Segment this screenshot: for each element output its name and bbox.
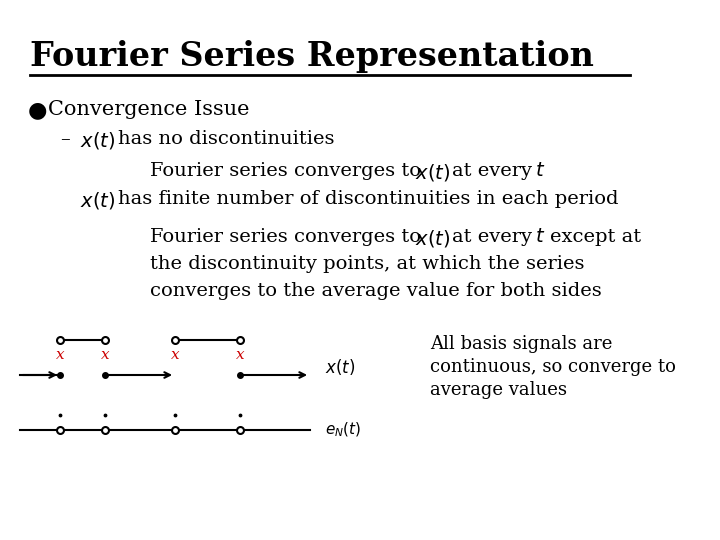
Text: $t$: $t$ <box>535 162 545 180</box>
Text: at every: at every <box>452 162 532 180</box>
Text: x: x <box>101 348 109 362</box>
Text: Fourier series converges to: Fourier series converges to <box>150 162 421 180</box>
Text: –: – <box>60 130 70 148</box>
Text: Convergence Issue: Convergence Issue <box>48 100 250 119</box>
Text: $x(t)$: $x(t)$ <box>325 357 356 377</box>
Text: $x(t)$: $x(t)$ <box>415 162 450 183</box>
Text: except at: except at <box>550 228 641 246</box>
Text: at every: at every <box>452 228 532 246</box>
Text: $x(t)$: $x(t)$ <box>415 228 450 249</box>
Text: ●: ● <box>28 100 48 120</box>
Text: $e_N(t)$: $e_N(t)$ <box>325 421 361 439</box>
Text: Fourier series converges to: Fourier series converges to <box>150 228 421 246</box>
Text: continuous, so converge to: continuous, so converge to <box>430 358 676 376</box>
Text: x: x <box>235 348 244 362</box>
Text: $t$: $t$ <box>535 228 545 246</box>
Text: the discontinuity points, at which the series: the discontinuity points, at which the s… <box>150 255 585 273</box>
Text: All basis signals are: All basis signals are <box>430 335 613 353</box>
Text: has no discontinuities: has no discontinuities <box>118 130 335 148</box>
Text: Fourier Series Representation: Fourier Series Representation <box>30 40 594 73</box>
Text: x: x <box>171 348 179 362</box>
Text: $x(t)$: $x(t)$ <box>80 190 115 211</box>
Text: x: x <box>55 348 64 362</box>
Text: $x(t)$: $x(t)$ <box>80 130 115 151</box>
Text: converges to the average value for both sides: converges to the average value for both … <box>150 282 602 300</box>
Text: has finite number of discontinuities in each period: has finite number of discontinuities in … <box>118 190 618 208</box>
Text: average values: average values <box>430 381 567 399</box>
